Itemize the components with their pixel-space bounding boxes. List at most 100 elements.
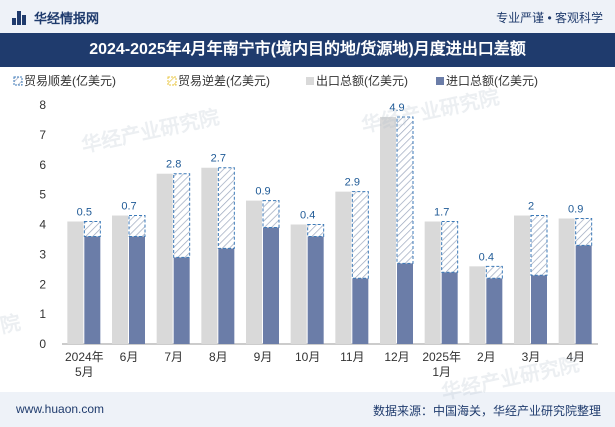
x-tick-label: 6月	[120, 350, 139, 364]
site-name: 华经情报网	[34, 11, 100, 26]
surplus-label: 0.5	[77, 207, 92, 219]
x-tick-line: 9月	[254, 350, 273, 364]
surplus-bar	[307, 224, 325, 237]
chart-title: 2024-2025年4月年南宁市(境内目的地/货源地)月度进出口差额	[0, 33, 615, 67]
x-tick-line: 5月	[75, 365, 94, 379]
surplus-bar	[128, 215, 146, 237]
surplus-bar	[262, 200, 280, 228]
surplus-label: 0.4	[300, 210, 315, 222]
export-bar	[424, 221, 441, 344]
surplus-label: 2	[528, 201, 534, 213]
surplus-bar	[485, 265, 503, 279]
x-tick-line: 3月	[522, 350, 541, 364]
surplus-bar	[396, 116, 414, 264]
import-bar	[218, 248, 235, 344]
export-bar	[201, 167, 218, 344]
x-tick-label: 9月	[254, 350, 273, 364]
bars	[67, 116, 593, 344]
import-bar	[352, 278, 369, 344]
x-tick-label: 7月	[164, 350, 183, 364]
export-bar	[469, 266, 486, 344]
surplus-bar	[173, 173, 191, 258]
surplus-label: 2.8	[166, 159, 181, 171]
x-tick-label: 8月	[209, 350, 228, 364]
import-bar	[486, 278, 503, 344]
data-labels: 0.5 0.7 2.8 2.7 0.9 0.4 2.9 4.9 1.7 0.4 2 0.9	[77, 102, 584, 263]
data-source: 数据来源：中国海关，华经产业研究院整理	[372, 404, 601, 418]
header-tags: 专业严谨 • 客观科学	[496, 11, 603, 25]
legend-label: 进口总额(亿美元)	[446, 73, 538, 88]
surplus-label: 4.9	[389, 102, 404, 114]
export-bar	[112, 215, 128, 344]
y-tick-label: 6	[39, 158, 46, 172]
import-bar	[575, 245, 592, 344]
x-tick-label: 2024年 5月	[65, 350, 104, 379]
surplus-label: 2.7	[211, 153, 226, 165]
y-tick-label: 7	[39, 128, 46, 142]
x-tick-line: 2025年	[422, 350, 461, 364]
x-tick-line: 12月	[384, 350, 409, 364]
x-tick-label: 2月	[477, 350, 496, 364]
x-tick-line: 2月	[477, 350, 496, 364]
legend-label: 出口总额(亿美元)	[316, 73, 408, 88]
import-bar	[397, 263, 413, 344]
y-tick-label: 8	[39, 98, 46, 112]
surplus-label: 1.7	[434, 207, 449, 219]
import-bar	[307, 236, 324, 344]
import-bar	[129, 236, 145, 344]
y-tick-label: 1	[39, 307, 46, 321]
surplus-bar	[575, 218, 593, 246]
surplus-label: 0.9	[255, 186, 270, 198]
x-tick-label: 3月	[522, 350, 541, 364]
x-tick-line: 6月	[120, 350, 139, 364]
export-bar	[335, 191, 352, 344]
surplus-label: 2.9	[345, 177, 360, 189]
x-tick-label: 12月	[384, 350, 409, 364]
export-bar	[290, 224, 307, 344]
export-bar	[558, 218, 575, 344]
export-bar	[67, 221, 84, 344]
surplus-label: 0.7	[121, 201, 136, 213]
footer: www.huaon.com 数据来源：中国海关，华经产业研究院整理	[0, 392, 615, 427]
x-tick-line: 11月	[340, 350, 364, 364]
surplus-bar	[530, 215, 548, 276]
surplus-bar	[83, 221, 101, 237]
legend: 贸易顺差(亿美元) 贸易逆差(亿美元) 出口总额(亿美元) 进口总额(亿美元)	[13, 73, 538, 88]
import-bar	[441, 272, 458, 344]
x-tick-label: 2025年 1月	[422, 350, 461, 379]
legend-swatch	[167, 76, 177, 86]
y-axis: 0 1 2 3 4 5 6 7 8	[39, 98, 598, 351]
import-bar	[263, 227, 279, 344]
x-tick-line: 2024年	[65, 350, 104, 364]
export-bar	[156, 173, 173, 344]
top-bar: 华经情报网 专业严谨 • 客观科学	[0, 0, 615, 33]
x-tick-label: 10月	[295, 350, 320, 364]
x-tick-line: 7月	[164, 350, 183, 364]
x-tick-label: 4月	[566, 350, 585, 364]
surplus-label: 0.9	[568, 204, 583, 216]
x-tick-line: 10月	[295, 350, 320, 364]
y-tick-label: 0	[39, 337, 46, 351]
legend-swatch	[436, 77, 444, 85]
chart: 贸易顺差(亿美元) 贸易逆差(亿美元) 出口总额(亿美元) 进口总额(亿美元) 012…	[13, 73, 598, 379]
y-tick-label: 2	[39, 277, 46, 291]
website-link[interactable]: www.huaon.com	[16, 402, 105, 416]
legend-label: 贸易逆差(亿美元)	[178, 73, 270, 88]
surplus-bar	[351, 191, 369, 279]
x-tick-label: 11月	[340, 350, 364, 364]
export-bar	[246, 200, 262, 344]
y-tick-label: 3	[39, 247, 46, 261]
surplus-bar	[217, 167, 235, 249]
import-bar	[84, 236, 101, 344]
y-tick-label: 4	[39, 218, 46, 232]
legend-swatch	[306, 77, 314, 85]
x-tick-line: 4月	[566, 350, 585, 364]
legend-label: 贸易顺差(亿美元)	[24, 73, 116, 88]
y-tick-label: 5	[39, 188, 46, 202]
x-tick-line: 8月	[209, 350, 228, 364]
import-bar	[173, 257, 190, 344]
x-tick-line: 1月	[432, 365, 451, 379]
x-axis: 2024年 5月 6月 7月 8月 9月 10月 11月 12月 2025年 1月 2月 3月 4月	[65, 350, 585, 379]
brand[interactable]: 华经情报网	[12, 8, 99, 27]
